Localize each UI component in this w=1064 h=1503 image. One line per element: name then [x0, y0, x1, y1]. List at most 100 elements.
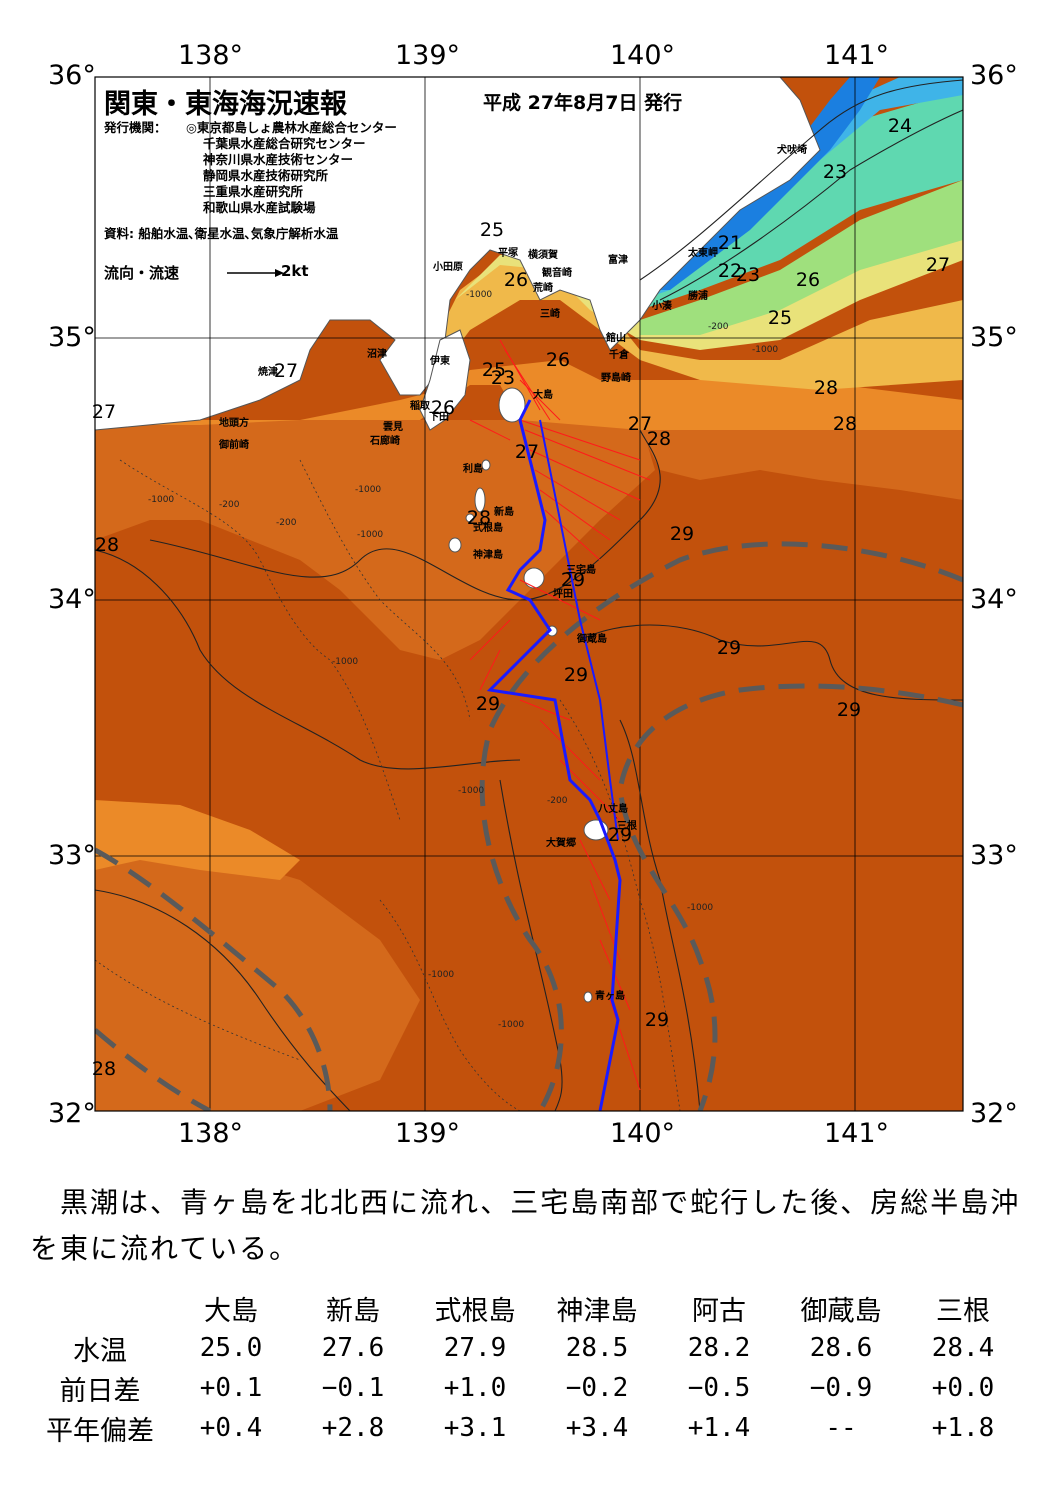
- isotherm-label: 29: [716, 637, 742, 659]
- issuer-item: 静岡県水産技術研究所: [203, 168, 329, 183]
- table-cell: 27.6: [321, 1333, 385, 1363]
- map-frame: [94, 76, 964, 1112]
- table-cell: −0.1: [321, 1373, 385, 1403]
- place-name-label: 地頭方: [219, 418, 249, 429]
- lat-label-35-right: 35°: [970, 322, 1018, 353]
- column-header: 三根: [936, 1295, 990, 1327]
- table-cell: +0.0: [931, 1373, 995, 1403]
- kozushima-island: [448, 537, 462, 553]
- isotherm-label: 26: [545, 349, 571, 371]
- lon-label-140-bottom: 140°: [610, 1118, 676, 1149]
- table-cell: 25.0: [199, 1333, 263, 1363]
- table-cell: --: [825, 1413, 857, 1443]
- isotherm-label: 21: [717, 232, 743, 254]
- isotherm-label: 27: [514, 441, 540, 463]
- place-name-label: 稲取: [410, 401, 430, 412]
- table-cell: 28.2: [687, 1333, 751, 1363]
- depth-label: -200: [276, 518, 297, 528]
- depth-label: -1000: [458, 786, 485, 796]
- ship-track: [486, 399, 622, 1111]
- isotherm-label: 28: [813, 377, 839, 399]
- place-name-label: 横須賀: [528, 250, 558, 261]
- miyakejima-island: [523, 567, 545, 589]
- summary-text: 黒潮は、青ヶ島を北北西に流れ、三宅島南部で蛇行した後、房総半島沖を東に流れている…: [30, 1186, 1021, 1265]
- row-label: 前日差: [59, 1375, 141, 1407]
- row-label: 水温: [73, 1335, 127, 1367]
- issuer-item: 千葉県水産総合研究センター: [203, 136, 366, 151]
- sea-surface-temperature-map: [94, 76, 964, 1112]
- kuroshio-axis: [95, 541, 963, 1111]
- depth-label: -1000: [466, 290, 493, 300]
- table-cell: −0.2: [565, 1373, 629, 1403]
- shikinejima-island: [465, 513, 475, 523]
- column-header: 神津島: [556, 1295, 638, 1327]
- depth-label: -1000: [148, 495, 175, 505]
- sst-27-area: [95, 360, 963, 430]
- isotherm-label: 23: [735, 264, 761, 286]
- map-title: 関東・東海海況速報: [104, 89, 347, 120]
- isotherm-label: 25: [479, 219, 505, 241]
- table-header-row: 大島 新島 式根島 神津島 阿古 御蔵島 三根: [30, 1288, 1024, 1328]
- column-header: 阿古: [692, 1295, 746, 1327]
- column-header: 式根島: [434, 1295, 516, 1327]
- data-sources: 資料: 船舶水温､衛星水温､気象庁解析水温: [104, 226, 339, 241]
- isotherm-label: 28: [94, 534, 120, 556]
- depth-label: -1000: [687, 903, 714, 913]
- sst-23-area: [640, 90, 963, 310]
- lat-label-32: 32°: [48, 1098, 96, 1129]
- oshima-island: [498, 387, 526, 423]
- table-cell: +3.1: [443, 1413, 507, 1443]
- place-name-label: 荒崎: [533, 283, 553, 294]
- column-header: 御蔵島: [800, 1295, 882, 1327]
- row-label: 平年偏差: [46, 1415, 154, 1447]
- observation-table: 大島 新島 式根島 神津島 阿古 御蔵島 三根 水温 25.0 27.6 27.…: [30, 1288, 1024, 1448]
- isotherm-label: 26: [503, 269, 529, 291]
- isotherm-label: 29: [836, 699, 862, 721]
- place-name-label: 千倉: [609, 350, 629, 361]
- issuer-item: 神奈川県水産技術センター: [203, 152, 354, 167]
- lon-label-141-bottom: 141°: [824, 1118, 890, 1149]
- issuer-item: 和歌山県水産試験場: [203, 200, 316, 215]
- place-name-label: 沼津: [367, 349, 387, 360]
- place-name-label: 新島: [494, 507, 514, 518]
- place-name-label: 勝浦: [688, 291, 708, 302]
- isotherm-label: 29: [560, 569, 586, 591]
- place-name-label: 焼津: [258, 367, 278, 378]
- isotherm-label: 28: [646, 428, 672, 450]
- depth-label: -1000: [428, 970, 455, 980]
- table-cell: −0.9: [809, 1373, 873, 1403]
- isotherm-label: 28: [91, 1058, 117, 1080]
- place-name-label: 石廊崎: [370, 436, 400, 447]
- table-cell: +2.8: [321, 1413, 385, 1443]
- place-name-label: 雲見: [383, 422, 403, 433]
- isotherm-label: 29: [475, 693, 501, 715]
- isotherm-contours: [95, 79, 963, 1111]
- depth-label: -1000: [752, 345, 779, 355]
- niijima-island: [474, 487, 486, 513]
- table-cell: +1.8: [931, 1413, 995, 1443]
- column-header: 大島: [204, 1295, 258, 1327]
- table-corner: [30, 1288, 170, 1328]
- sst-24-area: [640, 180, 963, 335]
- place-name-label: 三崎: [540, 309, 560, 320]
- place-name-label: 大島: [533, 390, 553, 401]
- isotherm-label: 23: [490, 367, 516, 389]
- lat-label-34: 34°: [48, 584, 96, 615]
- isotherm-label: 27: [627, 413, 653, 435]
- lat-label-36: 36°: [48, 60, 96, 91]
- table-cell: −0.5: [687, 1373, 751, 1403]
- place-name-label: 伊東: [430, 356, 450, 367]
- depth-label: -200: [708, 322, 729, 332]
- place-name-label: 利島: [463, 464, 483, 475]
- place-name-label: 館山: [606, 333, 626, 344]
- lat-label-33: 33°: [48, 840, 96, 871]
- column-header: 新島: [326, 1295, 380, 1327]
- issuer-item: 三重県水産研究所: [203, 184, 304, 199]
- place-name-label: 三宅島: [566, 565, 596, 576]
- table-row: 前日差 +0.1 −0.1 +1.0 −0.2 −0.5 −0.9 +0.0: [30, 1368, 1024, 1408]
- lon-label-138-bottom: 138°: [178, 1118, 244, 1149]
- isotherm-label: 27: [925, 254, 951, 276]
- place-name-label: 御前崎: [219, 440, 249, 451]
- isotherm-label: 29: [607, 824, 633, 846]
- toshima-island: [481, 459, 491, 471]
